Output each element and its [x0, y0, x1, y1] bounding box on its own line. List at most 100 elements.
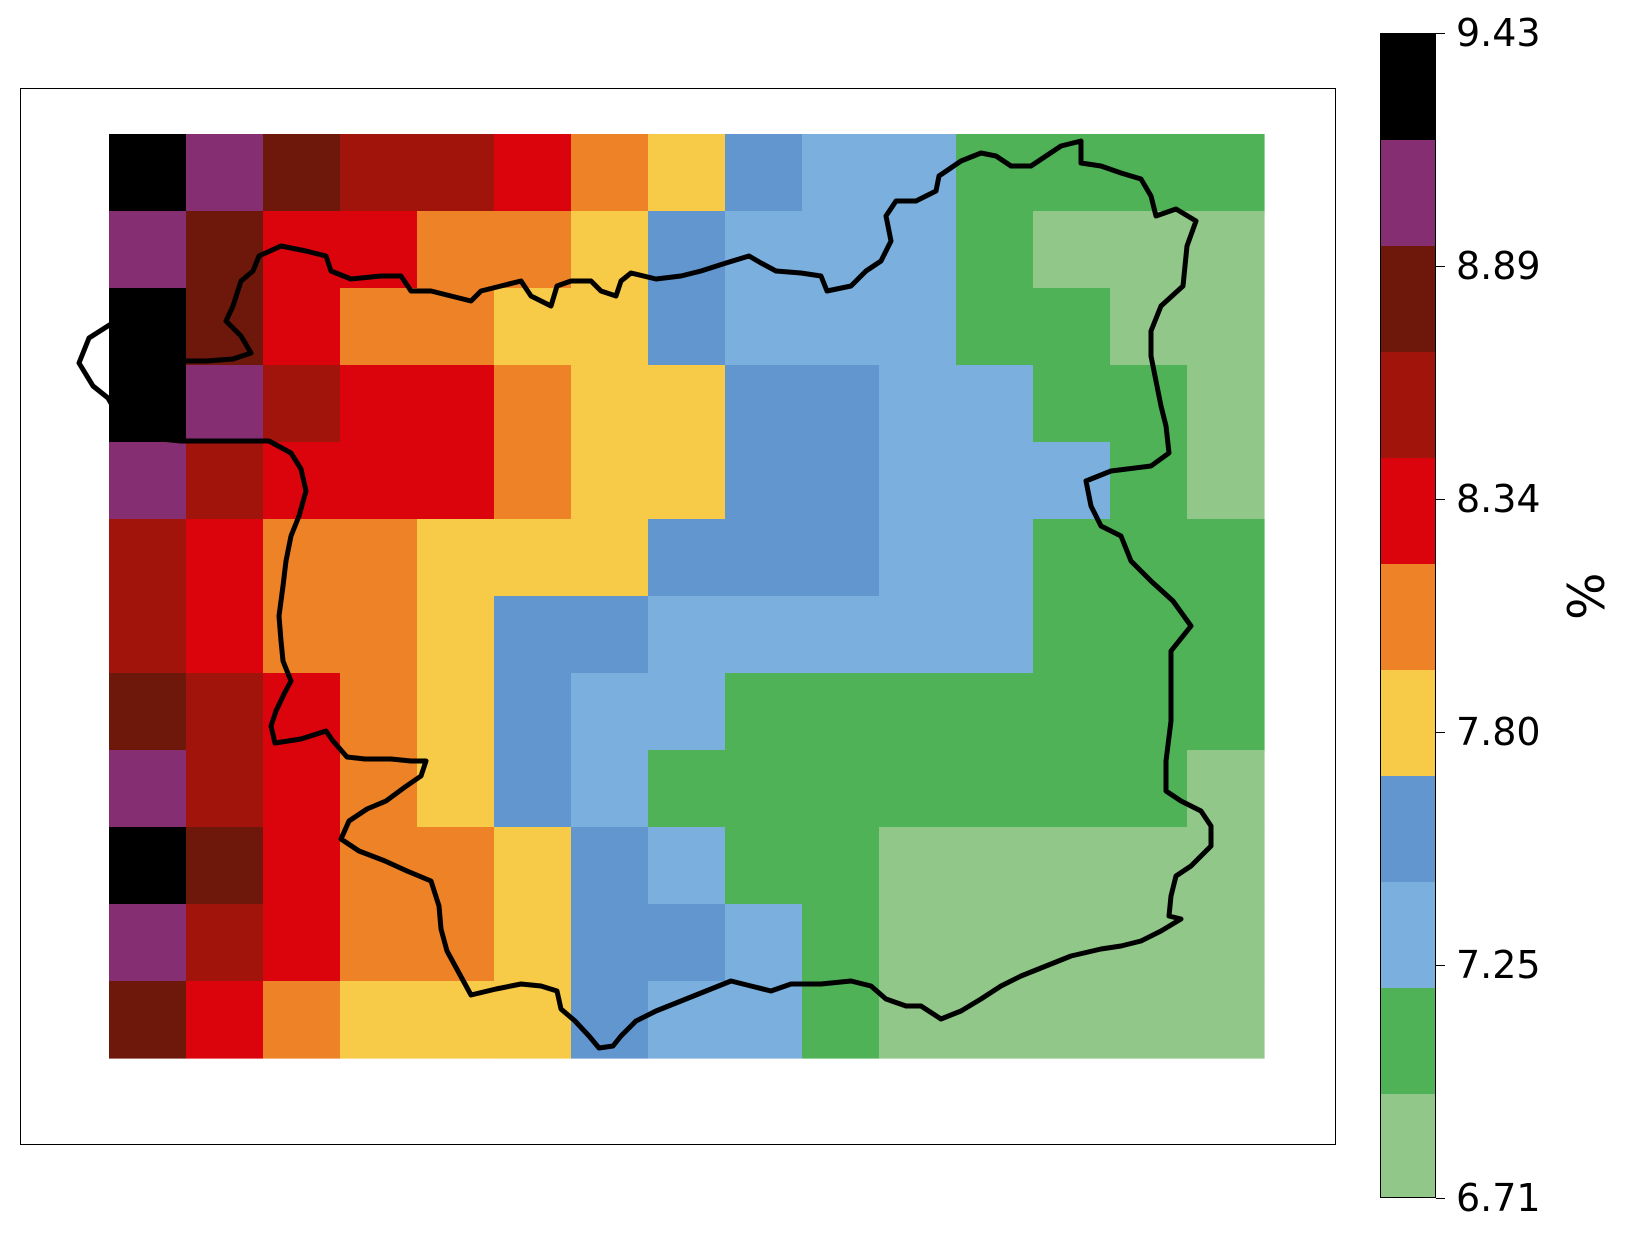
grid-cell [186, 904, 264, 982]
grid-cells [109, 134, 1265, 1059]
grid-cell [879, 288, 957, 366]
grid-cell [879, 904, 957, 982]
grid-cell [1033, 596, 1111, 674]
grid-cell [725, 288, 803, 366]
grid-cell [725, 442, 803, 520]
colorbar [1380, 33, 1436, 1198]
grid-cell [571, 519, 649, 597]
grid-cell [340, 288, 418, 366]
grid-cell [725, 596, 803, 674]
grid-cell [494, 519, 572, 597]
colorbar-band [1381, 1093, 1435, 1197]
grid-cell [571, 750, 649, 828]
colorbar-tick [1436, 33, 1445, 34]
grid-cell [648, 288, 726, 366]
grid-cell [725, 365, 803, 443]
colorbar-tick [1436, 1198, 1445, 1199]
grid-cell [186, 519, 264, 597]
grid-cell [340, 519, 418, 597]
grid-cell [956, 673, 1034, 751]
grid-cell [1033, 365, 1111, 443]
grid-cell [725, 211, 803, 289]
grid-cell [1033, 827, 1111, 905]
colorbar-tick-label: 7.25 [1456, 943, 1541, 987]
grid-cell [1187, 211, 1265, 289]
grid-cell [417, 750, 495, 828]
grid-cell [1187, 134, 1265, 212]
grid-cell [340, 596, 418, 674]
grid-cell [186, 134, 264, 212]
colorbar-band [1381, 34, 1435, 141]
grid-cell [494, 750, 572, 828]
grid-cell [1033, 750, 1111, 828]
grid-cell [648, 827, 726, 905]
colorbar-band [1381, 245, 1435, 353]
grid-cell [494, 365, 572, 443]
grid-cell [648, 134, 726, 212]
grid-cell [340, 134, 418, 212]
grid-cell [725, 904, 803, 982]
grid-cell [109, 750, 187, 828]
grid-cell [879, 519, 957, 597]
grid-cell [879, 673, 957, 751]
grid-cell [1187, 827, 1265, 905]
colorbar-tick-label: 7.80 [1456, 710, 1541, 754]
grid-cell [879, 827, 957, 905]
grid-cell [802, 365, 880, 443]
grid-cell [648, 981, 726, 1059]
grid-cell [571, 673, 649, 751]
grid-cell [1110, 750, 1188, 828]
grid-cell [956, 288, 1034, 366]
grid-cell [1033, 981, 1111, 1059]
map-frame [20, 88, 1336, 1145]
grid-cell [648, 365, 726, 443]
grid-cell [1187, 365, 1265, 443]
grid-cell [571, 288, 649, 366]
colorbar-tick-label: 8.34 [1456, 477, 1541, 521]
colorbar-band [1381, 987, 1435, 1094]
grid-cell [109, 981, 187, 1059]
grid-cell [263, 904, 341, 982]
grid-cell [571, 365, 649, 443]
grid-cell [263, 750, 341, 828]
colorbar-band [1381, 351, 1435, 459]
colorbar-tick-label: 6.71 [1456, 1176, 1541, 1220]
grid-cell [186, 211, 264, 289]
grid-cell [340, 442, 418, 520]
grid-cell [109, 827, 187, 905]
grid-cell [879, 442, 957, 520]
region-boundary [76, 138, 1214, 1051]
grid-cell [1187, 981, 1265, 1059]
grid-cell [1110, 673, 1188, 751]
grid-cell [571, 904, 649, 982]
grid-cell [571, 442, 649, 520]
grid-cell [109, 211, 187, 289]
grid-cell [494, 442, 572, 520]
grid-cell [109, 442, 187, 520]
grid-cell [494, 596, 572, 674]
grid-cell [186, 750, 264, 828]
grid-cell [1187, 904, 1265, 982]
grid-cell [494, 904, 572, 982]
grid-cell [725, 673, 803, 751]
grid-cell [1033, 442, 1111, 520]
grid-cell [956, 134, 1034, 212]
grid-cell [1187, 596, 1265, 674]
grid-cell [186, 596, 264, 674]
grid-cell [186, 673, 264, 751]
grid-cell [648, 750, 726, 828]
colorbar-band [1381, 563, 1435, 670]
grid-cell [725, 134, 803, 212]
grid-cell [494, 981, 572, 1059]
grid-cell [1187, 288, 1265, 366]
grid-cell [1110, 519, 1188, 597]
grid-cell [186, 365, 264, 443]
grid-cell [802, 134, 880, 212]
grid-cell [1187, 519, 1265, 597]
grid-cell [109, 673, 187, 751]
grid-cell [1110, 442, 1188, 520]
grid-cell [1110, 365, 1188, 443]
grid-cell [956, 365, 1034, 443]
grid-cell [340, 673, 418, 751]
grid-cell [879, 365, 957, 443]
